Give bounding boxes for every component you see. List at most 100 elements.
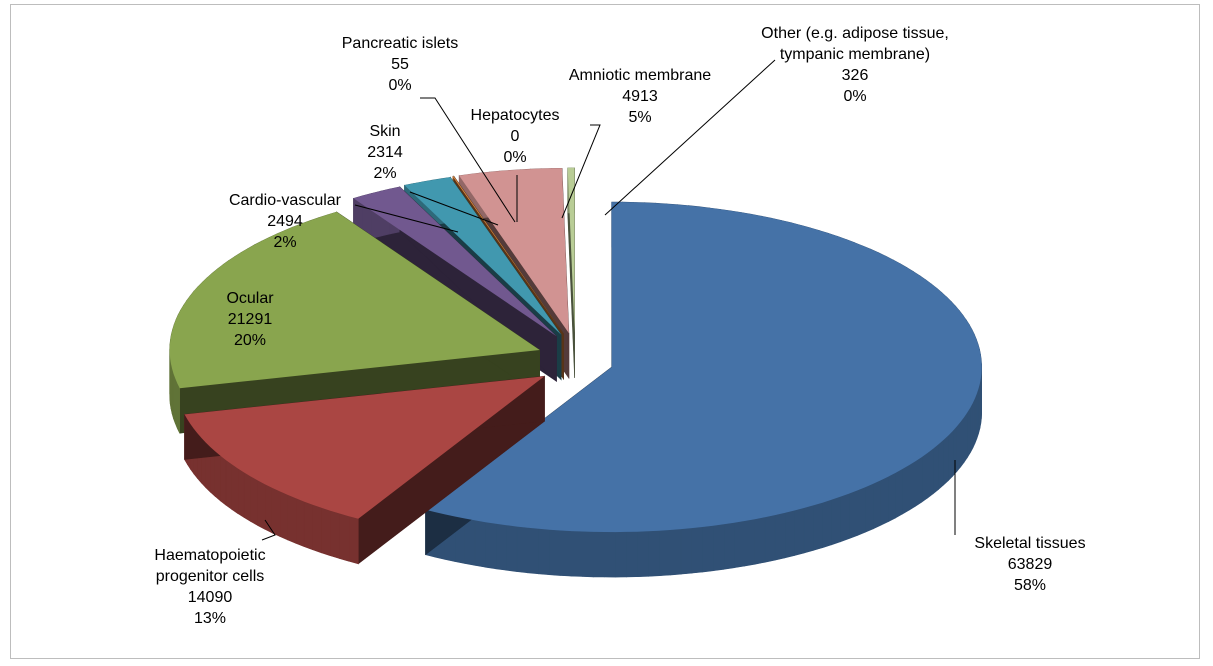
label-name: Hepatocytes xyxy=(470,107,560,124)
slice-side xyxy=(948,430,954,482)
slice-side xyxy=(848,490,858,540)
slice-side xyxy=(287,494,297,544)
slice-side xyxy=(938,439,944,490)
label-value: 14090 xyxy=(187,589,233,606)
slice-side xyxy=(474,520,486,568)
slice-side xyxy=(888,472,896,523)
slice-side xyxy=(330,510,340,559)
label-name: Skin xyxy=(369,123,401,140)
slice-side xyxy=(902,464,910,515)
slice-top xyxy=(184,376,545,519)
slice-side xyxy=(908,460,916,511)
slice-side xyxy=(295,497,305,548)
slice-side xyxy=(734,520,745,569)
label-percent: 0% xyxy=(388,77,412,94)
slice-side xyxy=(237,467,245,519)
label-name: Pancreatic islets xyxy=(341,35,459,52)
label-value: 326 xyxy=(841,67,869,84)
label-percent: 2% xyxy=(373,165,397,182)
data-label: Amniotic membrane 4913 5% xyxy=(555,65,725,128)
label-name: Haematopoietic progenitor cells xyxy=(154,547,266,585)
slice-top xyxy=(567,167,575,333)
slice-side xyxy=(312,504,322,554)
slice-side xyxy=(506,524,518,572)
slice-side xyxy=(895,468,903,519)
slice-side xyxy=(915,456,923,507)
slice-top xyxy=(353,186,557,337)
label-percent: 2% xyxy=(273,234,297,251)
slice-top xyxy=(404,177,562,335)
slice-side xyxy=(803,505,814,554)
slice xyxy=(184,375,545,565)
label-percent: 0% xyxy=(503,149,527,166)
label-value: 0 xyxy=(510,128,520,145)
slice-side xyxy=(691,526,703,574)
slice-side xyxy=(250,475,258,526)
slice-side xyxy=(538,528,550,576)
slice-side xyxy=(485,521,497,570)
slice-side xyxy=(581,531,594,578)
slice-side xyxy=(880,476,889,526)
leader-line xyxy=(409,191,499,226)
slice-top xyxy=(459,168,569,334)
data-label: Other (e.g. adipose tissue, tympanic mem… xyxy=(760,23,950,107)
slice-side xyxy=(865,483,874,533)
slice-side xyxy=(495,523,507,571)
label-name: Other (e.g. adipose tissue, tympanic mem… xyxy=(761,25,949,63)
slice-side xyxy=(303,501,313,551)
slice-side xyxy=(822,499,832,549)
label-value: 55 xyxy=(391,56,409,73)
slice-side xyxy=(549,529,561,576)
label-percent: 58% xyxy=(1013,577,1047,594)
data-label: Cardio-vascular 2494 2% xyxy=(210,190,360,253)
slice-side xyxy=(271,487,281,537)
slice-side xyxy=(813,502,823,551)
slice-side xyxy=(967,406,971,459)
label-name: Cardio-vascular xyxy=(228,192,342,209)
data-label: Hepatocytes 0 0% xyxy=(450,105,580,168)
data-label: Haematopoietic progenitor cells 14090 13% xyxy=(135,545,285,629)
slice xyxy=(425,201,982,578)
slice-side xyxy=(527,527,539,575)
slice-side xyxy=(603,531,616,578)
slice-side xyxy=(921,452,928,503)
slice-side xyxy=(220,455,227,506)
leader-line xyxy=(261,519,276,541)
label-value: 4913 xyxy=(622,88,658,105)
label-percent: 5% xyxy=(628,109,652,126)
slice-side xyxy=(784,510,795,559)
slice-side xyxy=(559,530,572,577)
leader-line xyxy=(604,59,776,216)
label-percent: 20% xyxy=(233,332,267,349)
slice-side xyxy=(933,443,939,495)
slice-side xyxy=(516,526,528,574)
data-label: Pancreatic islets 55 0% xyxy=(320,33,480,96)
slice-side xyxy=(339,513,350,562)
label-value: 21291 xyxy=(227,311,273,328)
slice-side xyxy=(956,420,961,473)
slice-side xyxy=(321,507,331,557)
slice-top xyxy=(425,202,982,533)
slice-side xyxy=(214,450,221,502)
slice-side xyxy=(464,518,476,566)
slice-side xyxy=(970,402,974,453)
slice-side xyxy=(831,496,841,546)
slice-side xyxy=(615,531,627,578)
label-value: 63829 xyxy=(1007,556,1053,573)
data-label: Skeletal tissues 63829 58% xyxy=(920,533,1140,596)
slice-top xyxy=(169,212,540,389)
slice-side xyxy=(764,514,776,563)
slice-side xyxy=(744,518,756,567)
data-label: Skin 2314 2% xyxy=(345,121,425,184)
slice-top xyxy=(452,176,564,335)
label-percent: 13% xyxy=(193,610,227,627)
slice-side xyxy=(927,447,934,499)
slice-side xyxy=(231,463,239,515)
slice-side xyxy=(794,507,805,556)
label-percent: 0% xyxy=(843,88,867,105)
slice-side xyxy=(669,528,682,576)
slice-side xyxy=(626,531,638,578)
slice-side xyxy=(774,512,786,561)
